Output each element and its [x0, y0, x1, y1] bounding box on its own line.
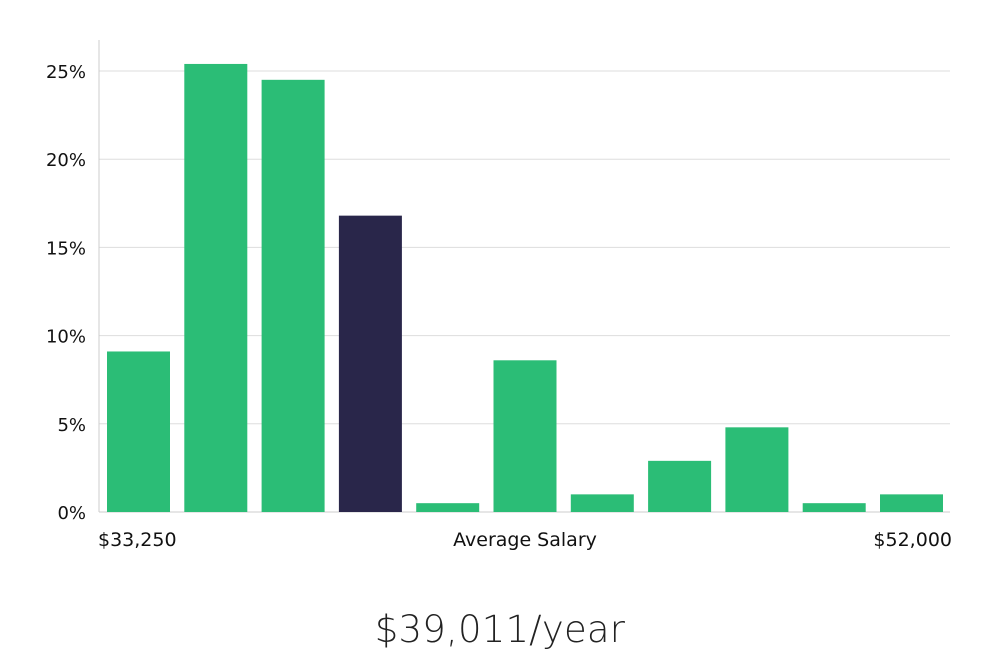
y-tick-label: 10% [46, 327, 86, 348]
y-tick-label: 0% [57, 503, 86, 524]
bar [725, 427, 789, 512]
bar [416, 503, 480, 512]
average-salary-value: $39,011/year [374, 608, 626, 651]
bar [880, 494, 943, 512]
x-max-label: $52,000 [873, 529, 952, 551]
y-tick-label: 25% [46, 62, 86, 83]
x-axis-title: Average Salary [453, 529, 597, 551]
y-tick-label: 5% [57, 415, 86, 436]
bar [648, 460, 712, 512]
bar-highlighted [338, 215, 402, 512]
bar [261, 79, 325, 512]
y-tick-label: 15% [46, 238, 86, 259]
x-min-label: $33,250 [98, 529, 177, 551]
bar [570, 494, 634, 512]
bar [184, 63, 248, 512]
salary-histogram: 0% 5% 10% 15% 20% 25% [46, 40, 950, 524]
bar [493, 360, 557, 512]
bar [107, 351, 170, 512]
y-tick-label: 20% [46, 150, 86, 171]
bar [802, 503, 866, 512]
